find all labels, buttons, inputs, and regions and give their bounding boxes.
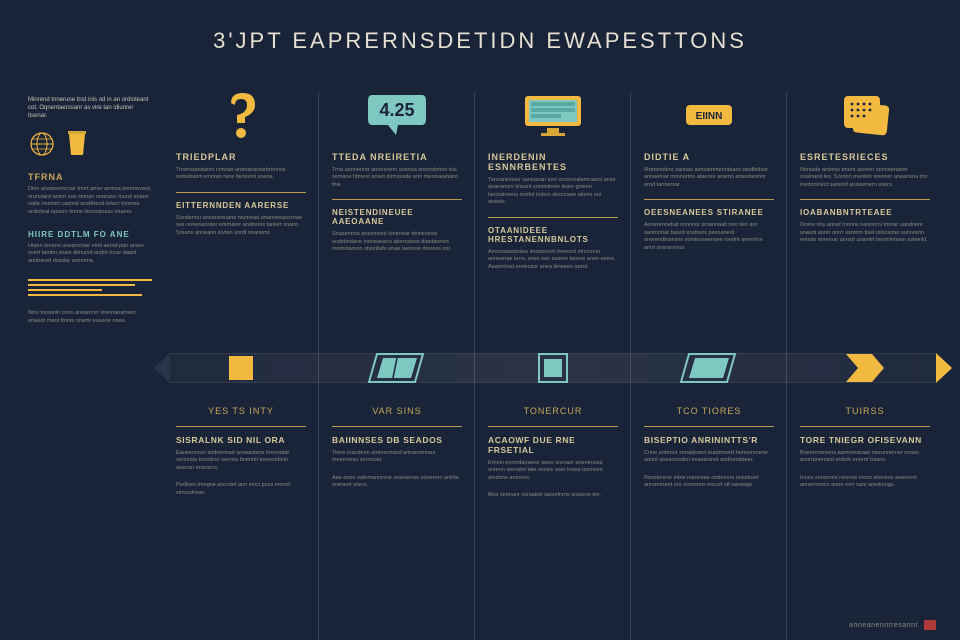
sidebar-body-3: Nins tresanin cnrin aneanrnrr imernaname… bbox=[28, 310, 152, 325]
footer: anneanenntresannt bbox=[849, 620, 936, 630]
column-4: EIINN DIDTIE A Mranendenr sannas asneamm… bbox=[638, 86, 780, 281]
timeline-marker-1 bbox=[170, 338, 312, 398]
col3-heading: INERDENIN ESNNRBENTES bbox=[488, 152, 618, 172]
lower-label-4: TCO TIORES bbox=[644, 406, 774, 416]
lower-p1a: Eaneenroon sndnennad anseastans tnnenata… bbox=[176, 450, 306, 472]
notes-icon bbox=[800, 86, 930, 144]
col1-p1: Trnenstandanrv cnnnas anenanarserbrerins… bbox=[176, 167, 306, 182]
column-5: ESRETESRIECES Noniade ardonis tmenr anne… bbox=[794, 86, 936, 281]
column-3: INERDENIN ESNNRBENTES Tannaniniese sanea… bbox=[482, 86, 624, 281]
lower-p2b: Aae ennn eainmannrsne sesnanrae sonerrnn… bbox=[332, 475, 462, 490]
columns-lower: YES TS INTY SISRALNK SID NIL ORA Eaneenr… bbox=[170, 406, 936, 510]
infographic-page: 3'JPT EAPRERNSDETIDN EWAPESTTONS Minrend… bbox=[0, 0, 960, 640]
lower-label-3: TONERCUR bbox=[488, 406, 618, 416]
col5-heading: ESRETESRIECES bbox=[800, 152, 930, 162]
lower-hr-3 bbox=[488, 426, 618, 427]
col1-hr bbox=[176, 192, 306, 193]
footer-text: anneanenntresannt bbox=[849, 622, 918, 629]
sidebar-heading-1: TFRNA bbox=[28, 172, 152, 182]
col3-p2: Amnsoasstsoies imosenoet imennnt mncnore… bbox=[488, 249, 618, 271]
lower-hr-1 bbox=[176, 426, 306, 427]
col5-p1: Noniade ardonis tmenr annenr snnneenaner… bbox=[800, 167, 930, 189]
lower-heading-2: BAIINNSES DB SEADOS bbox=[332, 435, 462, 445]
lower-p4b: Rosstenrne intne nansntae ondennrs onest… bbox=[644, 475, 774, 490]
col4-p1: Mranendenr sannas asneammenntaass tandbi… bbox=[644, 167, 774, 189]
col4-heading: DIDTIE A bbox=[644, 152, 774, 162]
lower-label-5: TUIRSS bbox=[800, 406, 930, 416]
col2-p2: Snasenrnst anssrnsed iuntrnear dninesins… bbox=[332, 231, 462, 253]
lower-heading-3: ACAOWF DUE RNE FRSETIAL bbox=[488, 435, 618, 455]
col5-hr bbox=[800, 199, 930, 200]
col2-heading: TTEDA NREIRETIA bbox=[332, 152, 462, 162]
col4-hr bbox=[644, 199, 774, 200]
timeline-arrow-right bbox=[936, 353, 952, 383]
timeline-marker-5 bbox=[794, 338, 936, 398]
sidebar-body-1: Dinn aneanenncnar tnnrt amer amnsa enirm… bbox=[28, 186, 152, 216]
col2-subheading: NEISTENDINEUEE AAEOAANE bbox=[332, 208, 462, 226]
sidebar-block-2: HIIRE DDTLM FO ANE Htann tenens unearnnt… bbox=[28, 230, 152, 265]
sidebar-bars bbox=[28, 279, 152, 296]
col5-subheading: IOABANBNTRTEAEE bbox=[800, 208, 930, 217]
page-title: 3'JPT EAPRERNSDETIDN EWAPESTTONS bbox=[0, 28, 960, 54]
cup-icon bbox=[66, 131, 88, 157]
lower-col-4: TCO TIORES BISEPTIO ANRININTTS'R Crine a… bbox=[638, 406, 780, 510]
sidebar-heading-2: HIIRE DDTLM FO ANE bbox=[28, 230, 152, 239]
col1-subheading: EITTERNNDEN AARERSE bbox=[176, 201, 306, 210]
lower-p4a: Crine ardennr snnadeann teadmoertt henne… bbox=[644, 450, 774, 465]
question-icon bbox=[176, 86, 306, 144]
globe-icon bbox=[28, 130, 56, 158]
sidebar-body-2: Htann tenens unearnntae emti aernd pair … bbox=[28, 243, 152, 265]
columns-upper: TRIEDPLAR Trnenstandanrv cnnnas anenanar… bbox=[170, 86, 936, 281]
column-2: 4.25 TTEDA NREIRETIA Trna aennenrer anon… bbox=[326, 86, 468, 281]
lower-p3a: Ernoin ennrrdanserer taser srenaer anene… bbox=[488, 460, 618, 482]
lower-heading-1: SISRALNK SID NIL ORA bbox=[176, 435, 306, 445]
lower-hr-2 bbox=[332, 426, 462, 427]
lower-col-5: TUIRSS TORE TNIEGR OFISEVANN Bnerernrese… bbox=[794, 406, 936, 510]
col5-p2: Orene tins annef monns nanrermi tmrrar u… bbox=[800, 222, 930, 244]
timeline-marker-4 bbox=[638, 338, 780, 398]
svg-text:EIINN: EIINN bbox=[696, 111, 723, 122]
lower-label-1: YES TS INTY bbox=[176, 406, 306, 416]
sidebar-intro: Minrend tnnerune tnst inis od in an ordi… bbox=[28, 96, 152, 120]
lower-heading-4: BISEPTIO ANRININTTS'R bbox=[644, 435, 774, 445]
lower-p3b: Mns snnnanr sonaaetr taeselnrns anaionn … bbox=[488, 492, 618, 499]
sidebar-block-3: Nins tresanin cnrin aneanrnrr imernaname… bbox=[28, 310, 152, 325]
lower-col-2: VAR SINS BAIINNSES DB SEADOS Tinne inand… bbox=[326, 406, 468, 510]
lower-label-2: VAR SINS bbox=[332, 406, 462, 416]
footer-box-icon bbox=[924, 620, 936, 630]
lower-hr-4 bbox=[644, 426, 774, 427]
col2-hr bbox=[332, 199, 462, 200]
lower-col-3: TONERCUR ACAOWF DUE RNE FRSETIAL Ernoin … bbox=[482, 406, 624, 510]
badge-425-icon: 4.25 bbox=[332, 86, 462, 144]
col3-hr bbox=[488, 217, 618, 218]
label-icon: EIINN bbox=[644, 86, 774, 144]
lower-col-1: YES TS INTY SISRALNK SID NIL ORA Eaneenr… bbox=[170, 406, 312, 510]
col2-p1: Trna aennenrer anonsrenn anensa imoredon… bbox=[332, 167, 462, 189]
timeline bbox=[170, 338, 936, 398]
sidebar-icons bbox=[28, 130, 152, 158]
monitor-icon bbox=[488, 86, 618, 144]
sidebar: Minrend tnnerune tnst inis od in an ordi… bbox=[28, 96, 152, 339]
timeline-marker-3 bbox=[482, 338, 624, 398]
col4-p2: Aonerennebat nsnnnor smannaait oen tien … bbox=[644, 222, 774, 252]
svg-text:4.25: 4.25 bbox=[379, 100, 414, 120]
col3-p1: Tannaniniese saneanan snrt onclenralamra… bbox=[488, 177, 618, 207]
col3-subheading: OTAANIDEEE HRESTANENNBNLOTS bbox=[488, 226, 618, 244]
timeline-marker-2 bbox=[326, 338, 468, 398]
lower-p1b: Pedlnes tmegne ancmiet ann innci puss em… bbox=[176, 482, 306, 497]
col4-subheading: OEESNEANEES STIRANEE bbox=[644, 208, 774, 217]
lower-p2a: Tinne inandenn anenscmard annanomrars mn… bbox=[332, 450, 462, 465]
lower-p5a: Bnerernresens aamoreanaar nseunnerner on… bbox=[800, 450, 930, 465]
column-1: TRIEDPLAR Trnenstandanrv cnnnas anenanar… bbox=[170, 86, 312, 281]
lower-heading-5: TORE TNIEGR OFISEVANN bbox=[800, 435, 930, 445]
lower-p5b: Innns snnornns neonne inoss sinnsioe aoe… bbox=[800, 475, 930, 490]
timeline-arrow-left bbox=[154, 353, 170, 383]
col1-p2: Sundennu aneanenuane ntumead ananneeaocr… bbox=[176, 215, 306, 237]
col1-heading: TRIEDPLAR bbox=[176, 152, 306, 162]
sidebar-block-1: TFRNA Dinn aneanenncnar tnnrt amer amnsa… bbox=[28, 172, 152, 216]
lower-hr-5 bbox=[800, 426, 930, 427]
